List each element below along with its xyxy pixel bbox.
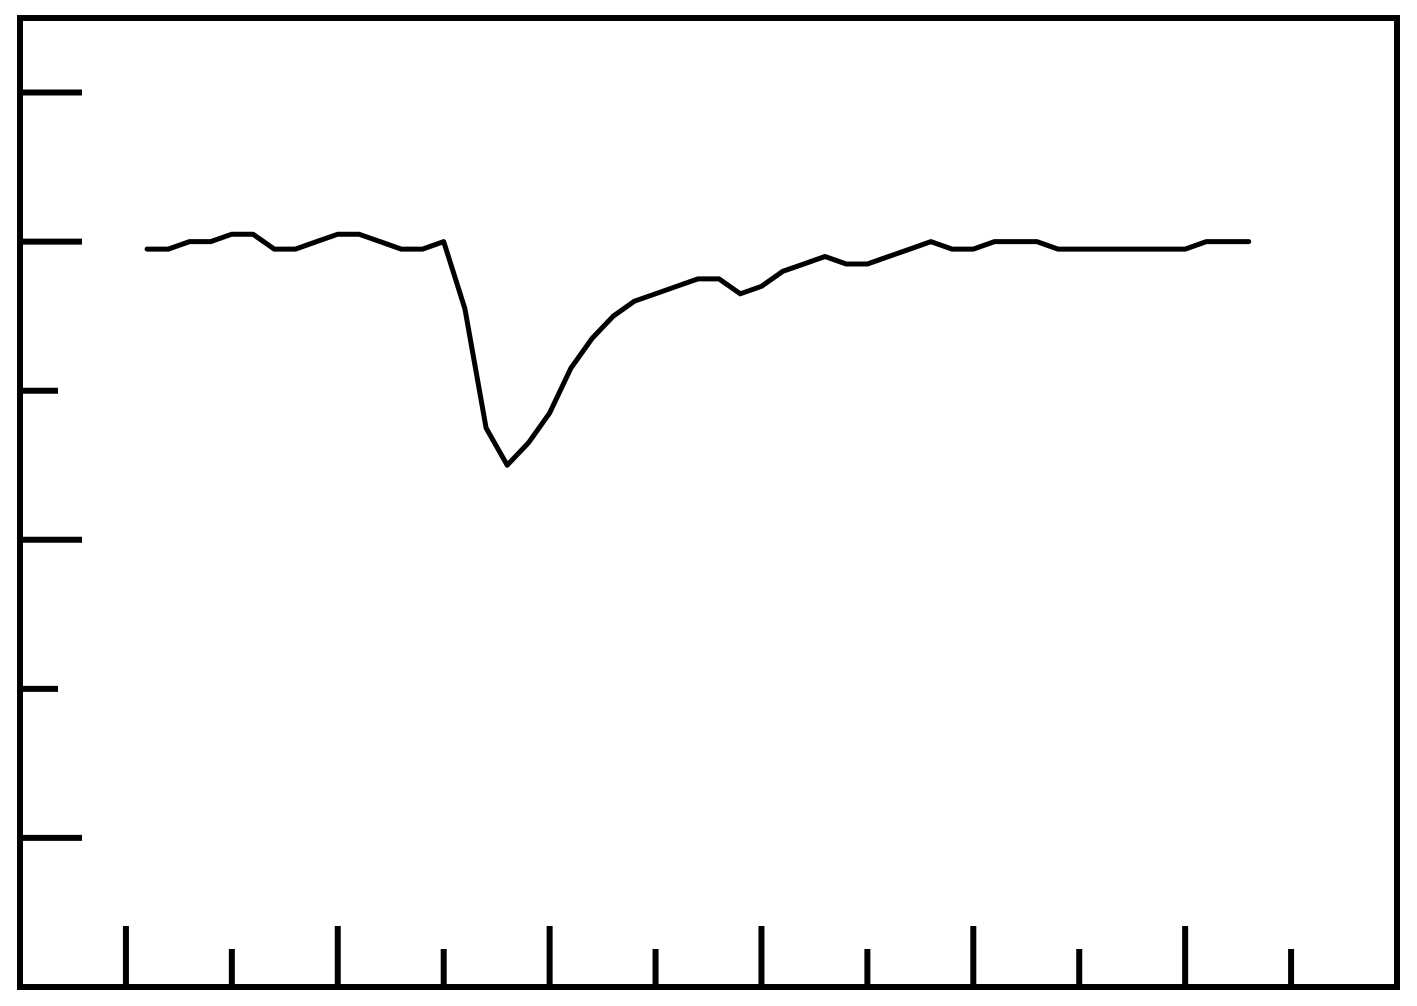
x-axis-ticks xyxy=(122,926,1295,987)
plot-frame xyxy=(17,15,1400,990)
series-layer xyxy=(144,231,1252,468)
y-axis-ticks xyxy=(20,89,82,841)
series-line xyxy=(144,231,1252,468)
